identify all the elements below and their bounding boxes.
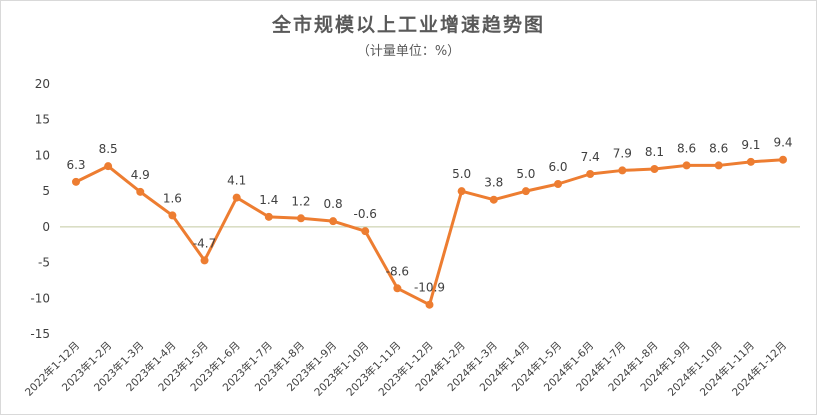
data-point: [104, 162, 113, 171]
data-label: 1.2: [291, 194, 310, 208]
data-point: [457, 187, 466, 196]
data-label: 4.9: [131, 168, 150, 182]
data-point: [136, 187, 145, 196]
y-tick-label: -10: [30, 291, 50, 305]
data-point: [72, 177, 80, 186]
data-point: [586, 170, 595, 178]
data-point: [329, 217, 338, 226]
data-label: -0.6: [354, 207, 377, 221]
x-tick-label: 2022年1-12月: [22, 339, 82, 399]
y-tick-label: 20: [35, 77, 50, 91]
data-label: 7.4: [581, 150, 600, 164]
data-label: 7.9: [613, 146, 632, 160]
data-label: -4.7: [193, 236, 216, 250]
data-point: [168, 211, 177, 220]
data-label: 4.1: [227, 174, 246, 188]
y-tick-label: 10: [35, 148, 50, 162]
data-label: 8.5: [99, 142, 118, 156]
data-point: [618, 166, 627, 175]
data-point: [489, 195, 498, 204]
data-label: 8.6: [677, 141, 696, 155]
data-point: [554, 180, 563, 188]
data-label: -10.9: [414, 281, 445, 295]
y-tick-label: -15: [30, 327, 50, 341]
data-point: [746, 157, 755, 166]
x-tick-label: 2024年1-11月: [697, 339, 757, 399]
x-tick-label: 2023年1-11月: [344, 339, 404, 399]
data-point: [425, 300, 434, 309]
y-tick-label: 0: [42, 220, 50, 234]
data-label: 5.0: [516, 167, 535, 181]
x-tick-label: 2023年1-12月: [376, 339, 436, 399]
y-tick-label: 15: [35, 113, 50, 127]
data-label: 0.8: [324, 197, 343, 211]
data-point: [393, 284, 402, 293]
data-label: 3.8: [484, 176, 503, 190]
data-label: 1.4: [259, 193, 278, 207]
data-label: 8.6: [709, 141, 728, 155]
data-point: [779, 155, 787, 164]
data-label: 1.6: [163, 191, 182, 205]
data-label: 5.0: [452, 167, 471, 181]
data-label: 8.1: [645, 145, 664, 159]
data-point: [232, 193, 241, 202]
data-label: -8.6: [386, 264, 409, 278]
x-tick-label: 2023年1-10月: [312, 339, 372, 399]
data-point: [714, 161, 723, 170]
data-point: [200, 256, 209, 265]
y-tick-label: 5: [42, 184, 50, 198]
x-tick-label: 2024年1-10月: [665, 339, 725, 399]
y-tick-label: -5: [38, 256, 50, 270]
x-tick-label: 2024年1-12月: [729, 339, 789, 399]
chart-title: 全市规模以上工业增速趋势图: [271, 14, 545, 36]
data-point: [264, 212, 273, 221]
data-label: 9.4: [773, 136, 792, 150]
data-point: [682, 161, 691, 170]
data-label: 6.0: [548, 160, 567, 174]
data-point: [296, 214, 305, 223]
data-point: [521, 187, 530, 196]
data-label: 9.1: [741, 138, 760, 152]
data-point: [361, 227, 370, 236]
chart-subtitle: （计量单位：%）: [356, 44, 461, 59]
data-point: [650, 165, 659, 173]
data-label: 6.3: [66, 158, 85, 172]
